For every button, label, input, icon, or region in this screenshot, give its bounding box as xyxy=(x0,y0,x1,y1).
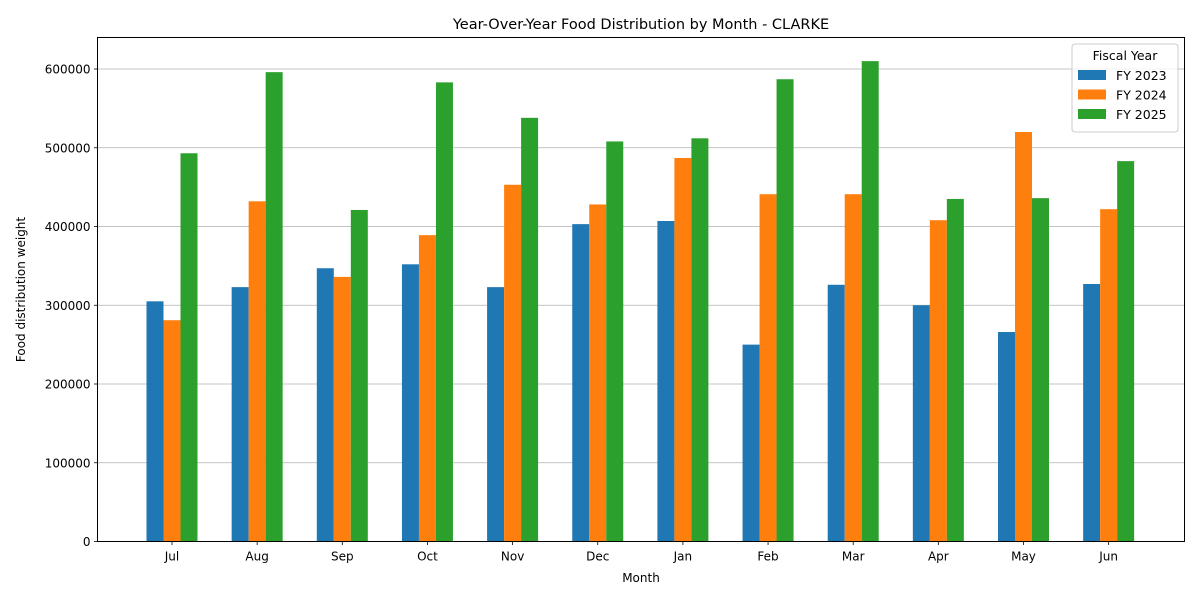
bar xyxy=(146,301,164,542)
y-tick-label: 200000 xyxy=(45,378,91,392)
bar xyxy=(163,320,181,542)
bar xyxy=(912,305,930,542)
bar xyxy=(946,198,964,542)
legend-swatch xyxy=(1078,109,1106,119)
x-tick-label: Jul xyxy=(164,550,179,564)
bar xyxy=(231,287,249,542)
bar xyxy=(827,284,845,542)
x-tick-label: Sep xyxy=(331,550,354,564)
bars xyxy=(146,61,1135,542)
chart-title: Year-Over-Year Food Distribution by Mont… xyxy=(452,17,829,33)
legend-label: FY 2025 xyxy=(1116,107,1167,122)
bar xyxy=(1032,198,1049,542)
y-axis-ticks: 0 100000 200000 300000 400000 500000 600000 xyxy=(45,63,98,549)
bar xyxy=(759,194,777,542)
bar xyxy=(742,344,760,542)
x-tick-label: Dec xyxy=(586,550,609,564)
bar xyxy=(333,276,351,542)
legend-title: Fiscal Year xyxy=(1093,48,1159,63)
legend-entries: FY 2023 FY 2024 FY 2025 xyxy=(1078,68,1167,122)
bar xyxy=(504,184,522,542)
y-tick-label: 500000 xyxy=(45,141,91,155)
bar xyxy=(418,235,436,542)
bar xyxy=(998,332,1015,542)
legend: Fiscal Year FY 2023 FY 2024 FY 2025 xyxy=(1071,43,1179,133)
bar xyxy=(776,79,794,542)
y-tick-label: 400000 xyxy=(45,220,91,234)
x-tick-label: Mar xyxy=(842,550,865,564)
y-tick-label: 0 xyxy=(83,535,91,549)
bar xyxy=(180,153,198,542)
bar xyxy=(521,117,539,542)
bar xyxy=(572,224,590,542)
bar xyxy=(487,287,505,542)
bar xyxy=(1100,209,1118,542)
y-tick-label: 300000 xyxy=(45,299,91,313)
x-tick-label: Jun xyxy=(1098,550,1118,564)
bar xyxy=(435,82,453,542)
bar xyxy=(674,157,692,542)
bar xyxy=(1117,161,1135,542)
bar xyxy=(316,268,334,542)
bar xyxy=(1083,283,1101,542)
bar xyxy=(691,138,709,542)
bar xyxy=(606,141,624,542)
bar xyxy=(844,194,862,542)
bar xyxy=(861,61,879,542)
x-tick-label: Nov xyxy=(501,550,524,564)
y-tick-label: 600000 xyxy=(45,63,91,77)
bar xyxy=(350,209,368,542)
bar xyxy=(401,264,419,542)
legend-swatch xyxy=(1078,70,1106,80)
legend-label: FY 2023 xyxy=(1116,68,1167,83)
x-axis-label: Month xyxy=(622,571,660,585)
bar xyxy=(1015,132,1032,542)
x-tick-label: Aug xyxy=(245,550,268,564)
x-tick-label: Jan xyxy=(673,550,693,564)
x-tick-label: May xyxy=(1011,550,1036,564)
bar xyxy=(265,72,283,542)
x-tick-label: Apr xyxy=(928,550,949,564)
bar xyxy=(248,201,266,542)
plot-frame xyxy=(97,37,1185,542)
x-tick-label: Oct xyxy=(417,550,438,564)
y-tick-label: 100000 xyxy=(45,456,91,470)
x-tick-label: Feb xyxy=(757,550,778,564)
legend-swatch xyxy=(1078,89,1106,100)
x-axis-ticks: Jul Aug Sep Oct Nov Dec Jan Feb Mar Apr May Jun xyxy=(164,541,1118,564)
legend-label: FY 2024 xyxy=(1116,88,1167,103)
bar xyxy=(929,220,947,542)
bar xyxy=(657,220,675,542)
y-axis-label: Food distribution weight xyxy=(14,217,28,363)
bar xyxy=(589,204,607,542)
